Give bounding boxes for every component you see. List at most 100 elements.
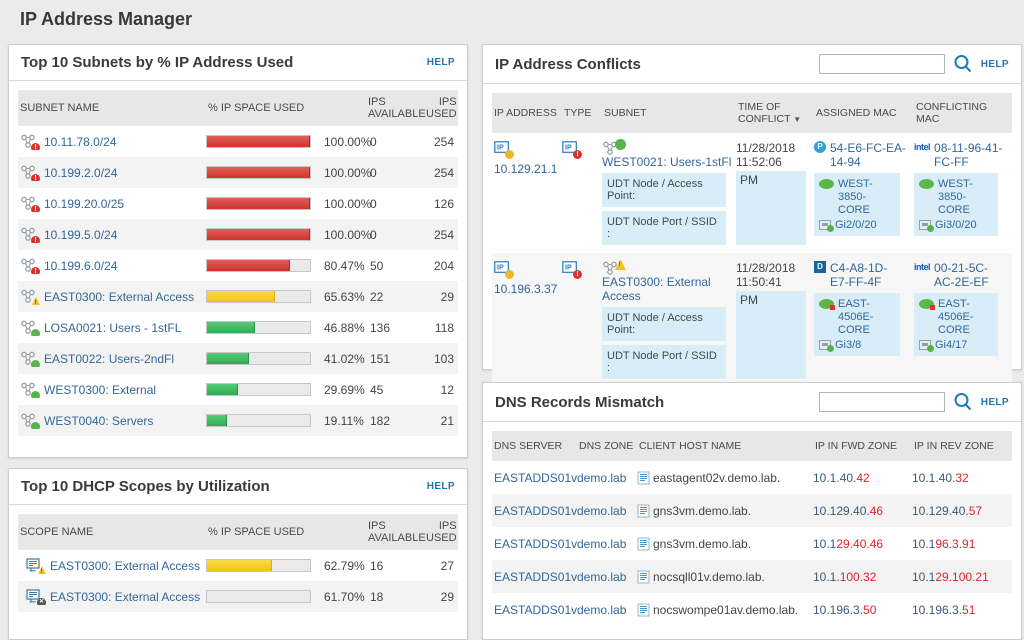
subnet-link[interactable]: WEST0040: Servers: [44, 414, 153, 428]
udt-port-label: UDT Node Port / SSID :: [602, 345, 726, 379]
ips-available: 45: [366, 383, 424, 397]
usage-bar: [206, 414, 311, 427]
subnet-icon: !: [20, 134, 38, 150]
usage-percent: 100.00%: [318, 166, 366, 180]
client-host-name: eastagent02v.demo.lab.: [653, 471, 780, 485]
conflict-type-icon: IP !: [562, 261, 580, 277]
col-ip-address[interactable]: IP ADDRESS: [492, 105, 562, 121]
vendor-logo-icon: intel: [914, 261, 930, 273]
table-header: SCOPE NAME % IP SPACE USED IPS AVAILABLE…: [18, 514, 458, 550]
usage-percent: 41.02%: [318, 352, 366, 366]
col-time-of-conflict[interactable]: TIME OF CONFLICT ▼: [736, 99, 814, 128]
col-subnet[interactable]: SUBNET: [602, 105, 736, 121]
node-link[interactable]: WEST-3850-CORE: [938, 178, 993, 217]
usage-bar: [206, 383, 311, 396]
usage-percent: 100.00%: [318, 228, 366, 242]
ips-used: 29: [424, 590, 458, 604]
dns-zone-link[interactable]: demo.lab: [577, 504, 626, 518]
usage-percent: 80.47%: [318, 259, 366, 273]
status-badge: !: [31, 205, 40, 212]
col-ip-rev-zone[interactable]: IP IN REV ZONE: [912, 438, 1012, 454]
help-link[interactable]: HELP: [981, 59, 1009, 70]
subnet-link[interactable]: 10.199.2.0/24: [44, 166, 117, 180]
port-icon: [919, 220, 931, 230]
ip-fwd-zone: 10.129.40.46: [813, 537, 912, 551]
subnet-icon: [20, 351, 38, 367]
ip-rev-zone: 10.1.40.32: [912, 471, 1012, 485]
subnet-link[interactable]: 10.199.6.0/24: [44, 259, 117, 273]
scope-link[interactable]: EAST0300: External Access: [50, 590, 200, 604]
search-button[interactable]: [952, 53, 974, 75]
dns-server-link[interactable]: EASTADDS01v: [494, 504, 577, 518]
port-link[interactable]: Gi2/0/20: [835, 219, 877, 231]
subnet-link[interactable]: EAST0300: External Access: [44, 290, 194, 304]
subnet-link[interactable]: WEST0300: External: [44, 383, 156, 397]
dns-zone-link[interactable]: demo.lab: [577, 537, 626, 551]
udt-port-label: UDT Node Port / SSID :: [602, 211, 726, 245]
col-conflicting-mac[interactable]: CONFLICTING MAC: [914, 99, 1012, 127]
search-button[interactable]: [952, 391, 974, 413]
dns-record-icon: [637, 537, 650, 551]
ip-address-icon: IP: [494, 141, 512, 157]
svg-text:IP: IP: [497, 265, 504, 272]
subnet-link[interactable]: 10.11.78.0/24: [44, 135, 117, 149]
node-link[interactable]: EAST-4506E-CORE: [938, 298, 993, 337]
table-row: ! 10.11.78.0/24 100.00% 0 254: [18, 126, 458, 157]
subnet-link[interactable]: EAST0022: Users-2ndFl: [44, 352, 174, 366]
dns-zone-link[interactable]: demo.lab: [577, 471, 626, 485]
search-input[interactable]: [819, 392, 945, 412]
usage-percent: 65.63%: [318, 290, 366, 304]
dns-zone-link[interactable]: demo.lab: [577, 570, 626, 584]
help-link[interactable]: HELP: [427, 57, 455, 68]
panel-ip-conflicts: IP Address Conflicts HELP IP ADDRESS TYP…: [482, 44, 1022, 370]
search-input[interactable]: [819, 54, 945, 74]
col-dns-server[interactable]: DNS SERVER: [492, 438, 577, 454]
node-link[interactable]: EAST-4506E-CORE: [838, 298, 895, 337]
subnet-link[interactable]: EAST0300: External Access: [602, 275, 711, 303]
panel-title: DNS Records Mismatch: [495, 394, 664, 411]
client-host-name: nocswompe01av.demo.lab.: [653, 603, 798, 617]
vendor-logo-icon: intel: [914, 141, 930, 153]
col-subnet-name: SUBNET NAME: [18, 100, 206, 116]
conflict-meridiem: PM: [736, 171, 806, 245]
col-dns-zone[interactable]: DNS ZONE: [577, 438, 637, 454]
ip-fwd-zone: 10.129.40.46: [813, 504, 912, 518]
table-row: ! 10.199.5.0/24 100.00% 0 254: [18, 219, 458, 250]
dns-server-link[interactable]: EASTADDS01v: [494, 603, 577, 617]
col-ip-fwd-zone[interactable]: IP IN FWD ZONE: [813, 438, 912, 454]
table-header: SUBNET NAME % IP SPACE USED IPS AVAILABL…: [18, 90, 458, 126]
usage-percent: 100.00%: [318, 135, 366, 149]
port-link[interactable]: Gi3/8: [835, 339, 861, 351]
ips-used: 12: [424, 383, 458, 397]
help-link[interactable]: HELP: [427, 481, 455, 492]
panel-dns-mismatch: DNS Records Mismatch HELP DNS SERVER DNS…: [482, 382, 1022, 640]
ip-fwd-zone: 10.1.40.42: [813, 471, 912, 485]
table-row: EAST0022: Users-2ndFl 41.02% 151 103: [18, 343, 458, 374]
dns-server-link[interactable]: EASTADDS01v: [494, 570, 577, 584]
col-type[interactable]: TYPE: [562, 105, 602, 121]
node-status-icon: [919, 299, 934, 309]
subnet-link[interactable]: LOSA0021: Users - 1stFL: [44, 321, 181, 335]
dns-row: EASTADDS01v demo.lab nocsqll01v.demo.lab…: [492, 560, 1012, 593]
table-row: WEST0300: External 29.69% 45 12: [18, 374, 458, 405]
port-icon: [819, 340, 831, 350]
conflict-ip-link[interactable]: 10.129.21.1: [494, 162, 557, 176]
col-client-host-name[interactable]: CLIENT HOST NAME: [637, 438, 813, 454]
dns-server-link[interactable]: EASTADDS01v: [494, 471, 577, 485]
port-link[interactable]: Gi3/0/20: [935, 219, 977, 231]
subnet-link[interactable]: 10.199.5.0/24: [44, 228, 117, 242]
conflict-ip-link[interactable]: 10.196.3.37: [494, 282, 557, 296]
port-link[interactable]: Gi4/17: [935, 339, 967, 351]
scope-link[interactable]: EAST0300: External Access: [50, 559, 200, 573]
subnet-icon: [20, 382, 38, 398]
col-assigned-mac[interactable]: ASSIGNED MAC: [814, 105, 914, 121]
help-link[interactable]: HELP: [981, 397, 1009, 408]
status-badge: [615, 259, 626, 270]
subnet-link[interactable]: WEST0021: Users-1stFl: [602, 155, 731, 169]
dns-zone-link[interactable]: demo.lab: [577, 603, 626, 617]
node-link[interactable]: WEST-3850-CORE: [838, 178, 895, 217]
dns-server-link[interactable]: EASTADDS01v: [494, 537, 577, 551]
usage-bar: [206, 197, 311, 210]
subnet-link[interactable]: 10.199.20.0/25: [44, 197, 124, 211]
sort-desc-icon: ▼: [793, 115, 801, 124]
